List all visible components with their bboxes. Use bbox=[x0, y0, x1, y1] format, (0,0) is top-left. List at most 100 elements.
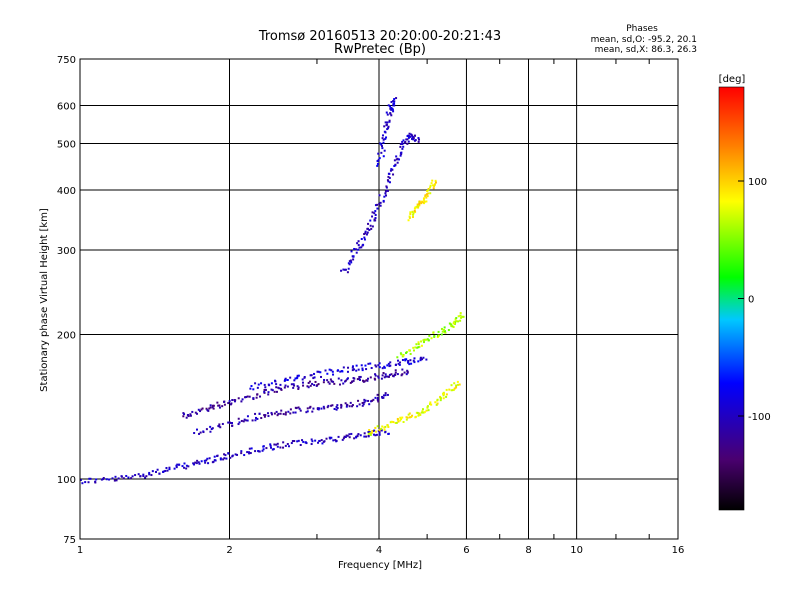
data-point bbox=[363, 432, 366, 435]
data-point bbox=[456, 383, 459, 386]
data-point bbox=[426, 406, 429, 409]
data-point bbox=[117, 477, 120, 480]
data-point bbox=[212, 407, 215, 410]
data-point bbox=[384, 137, 387, 140]
data-point bbox=[131, 475, 134, 478]
data-point bbox=[264, 386, 267, 389]
data-point bbox=[252, 397, 255, 400]
data-point bbox=[420, 340, 423, 343]
data-point bbox=[383, 130, 386, 133]
data-point bbox=[388, 181, 391, 184]
data-point bbox=[440, 327, 443, 330]
data-point bbox=[334, 438, 337, 441]
data-point bbox=[298, 407, 301, 410]
data-point bbox=[205, 459, 208, 462]
data-point bbox=[399, 145, 402, 148]
y-tick-label: 750 bbox=[57, 55, 76, 66]
data-point bbox=[376, 159, 379, 162]
data-point bbox=[442, 328, 445, 331]
data-point bbox=[387, 425, 390, 428]
data-point bbox=[397, 362, 400, 365]
data-point bbox=[297, 439, 300, 442]
data-point bbox=[87, 481, 90, 484]
data-point bbox=[401, 143, 404, 146]
data-point bbox=[320, 439, 323, 442]
data-point bbox=[348, 260, 351, 263]
data-point bbox=[371, 225, 374, 228]
data-point bbox=[393, 165, 396, 168]
data-point bbox=[401, 373, 404, 376]
data-point bbox=[208, 457, 211, 460]
data-point bbox=[371, 399, 374, 402]
data-point bbox=[204, 461, 207, 464]
data-point bbox=[373, 377, 376, 380]
data-point bbox=[264, 388, 267, 391]
data-point bbox=[384, 392, 387, 395]
data-point bbox=[305, 411, 308, 414]
data-point bbox=[313, 384, 316, 387]
data-point bbox=[351, 405, 354, 408]
data-point bbox=[293, 384, 296, 387]
data-point bbox=[342, 382, 345, 385]
data-point bbox=[413, 357, 416, 360]
data-point bbox=[261, 449, 264, 452]
data-point bbox=[440, 333, 443, 336]
data-point bbox=[326, 406, 329, 409]
data-point bbox=[275, 386, 278, 389]
data-point bbox=[358, 378, 361, 381]
data-point bbox=[385, 194, 388, 197]
data-point bbox=[395, 421, 398, 424]
data-point bbox=[198, 432, 201, 435]
data-point bbox=[370, 227, 373, 230]
data-point bbox=[376, 203, 379, 206]
data-point bbox=[209, 425, 212, 428]
data-point bbox=[430, 182, 433, 185]
data-point bbox=[455, 386, 458, 389]
data-point bbox=[369, 432, 372, 435]
data-point bbox=[372, 433, 375, 436]
data-point bbox=[401, 359, 404, 362]
phase-stats-o: mean, sd,O: -95.2, 20.1 bbox=[591, 35, 697, 45]
data-point bbox=[349, 259, 352, 262]
data-point bbox=[195, 428, 198, 431]
data-point bbox=[450, 384, 453, 387]
data-point bbox=[393, 159, 396, 162]
data-point bbox=[418, 412, 421, 415]
x-tick-label: 2 bbox=[226, 545, 232, 556]
data-point bbox=[205, 407, 208, 410]
data-point bbox=[377, 375, 380, 378]
data-point bbox=[355, 369, 358, 372]
data-point bbox=[453, 323, 456, 326]
data-point bbox=[94, 480, 97, 483]
data-point bbox=[396, 356, 399, 359]
data-point bbox=[113, 479, 116, 482]
data-point bbox=[284, 384, 287, 387]
data-point bbox=[413, 361, 416, 364]
data-point bbox=[351, 380, 354, 383]
plot-frame bbox=[79, 58, 679, 540]
data-point bbox=[335, 439, 338, 442]
data-point bbox=[392, 173, 395, 176]
data-point bbox=[392, 421, 395, 424]
data-point bbox=[374, 374, 377, 377]
data-point bbox=[387, 375, 390, 378]
data-point bbox=[377, 376, 380, 379]
data-point bbox=[392, 100, 395, 103]
data-point bbox=[422, 197, 425, 200]
data-point bbox=[405, 138, 408, 141]
data-point bbox=[386, 364, 389, 367]
data-point bbox=[318, 407, 321, 410]
data-point bbox=[386, 113, 389, 116]
data-point bbox=[284, 379, 287, 382]
data-point bbox=[394, 421, 397, 424]
data-point bbox=[218, 423, 221, 426]
data-point bbox=[353, 247, 356, 250]
data-point bbox=[200, 408, 203, 411]
data-point bbox=[156, 468, 159, 471]
data-point bbox=[357, 240, 360, 243]
data-point bbox=[282, 413, 285, 416]
data-point bbox=[358, 403, 361, 406]
data-point bbox=[344, 379, 347, 382]
data-point bbox=[262, 448, 265, 451]
data-point bbox=[455, 317, 458, 320]
